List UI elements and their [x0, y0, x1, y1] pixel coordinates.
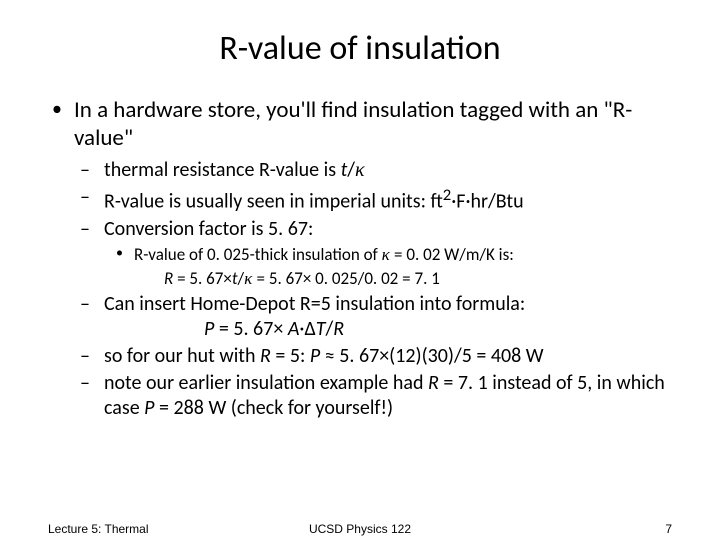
sub-4-equation: P = 5. 67× A·ΔT/R	[104, 317, 672, 342]
eq-b: ·Δ	[299, 317, 315, 341]
sub-1-pre: thermal resistance R-value is	[104, 158, 341, 182]
sub-5-mid2: ≈ 5. 67×(12)(30)/5 = 408 W	[320, 344, 543, 368]
bullet-1-text: In a hardware store, you'll find insulat…	[74, 96, 632, 152]
eq-P: P	[204, 317, 214, 341]
eq-R: R	[164, 268, 173, 289]
eq-A: A	[283, 317, 299, 341]
eq-a: = 5. 67×	[173, 268, 232, 289]
slide: R-value of insulation In a hardware stor…	[0, 0, 720, 540]
sub-2-post: ·F·hr/Btu	[451, 190, 523, 214]
sub-1-slash: /	[347, 158, 355, 182]
sub-5-mid1: = 5:	[271, 344, 310, 368]
sub-3-text: Conversion factor is 5. 67:	[104, 217, 313, 241]
kappa-symbol: κ	[244, 269, 256, 288]
sub-5-P: P	[310, 344, 320, 368]
sub-5-pre: so for our hut with	[104, 344, 260, 368]
kappa-symbol: κ	[355, 159, 365, 181]
sub-6-P: P	[144, 396, 154, 420]
eq-post: = 5. 67× 0. 025/0. 02 = 7. 1	[257, 268, 440, 289]
kappa-symbol: κ	[382, 245, 394, 264]
sub-6: note our earlier insulation example had …	[74, 371, 672, 421]
eq-a: = 5. 67×	[214, 317, 283, 341]
sub-3: Conversion factor is 5. 67: R-value of 0…	[74, 217, 672, 290]
sub-5: so for our hut with R = 5: P ≈ 5. 67×(12…	[74, 344, 672, 369]
bullet-list-level2: thermal resistance R-value is t/κ R-valu…	[74, 158, 672, 421]
sub-6-R: R	[428, 371, 439, 395]
slide-title: R-value of insulation	[48, 28, 672, 69]
sub-2-sup: 2	[443, 185, 451, 205]
bullet-list-level1: In a hardware store, you'll find insulat…	[48, 97, 672, 421]
eq-R: R	[333, 317, 344, 341]
bullet-1: In a hardware store, you'll find insulat…	[48, 97, 672, 421]
subsub-1: R-value of 0. 025-thick insulation of κ …	[104, 244, 672, 266]
sub-4-text: Can insert Home-Depot R=5 insulation int…	[104, 292, 525, 316]
subsub-equation: R = 5. 67×t/κ = 5. 67× 0. 025/0. 02 = 7.…	[104, 268, 672, 290]
sub-6-post: = 288 W (check for yourself!)	[155, 396, 394, 420]
bullet-list-level3: R-value of 0. 025-thick insulation of κ …	[104, 244, 672, 266]
sub-2: R-value is usually seen in imperial unit…	[74, 185, 672, 215]
sub-6-pre: note our earlier insulation example had	[104, 371, 428, 395]
sub-5-R: R	[260, 344, 271, 368]
footer-center: UCSD Physics 122	[0, 522, 720, 536]
sub-2-pre: R-value is usually seen in imperial unit…	[104, 190, 443, 214]
sub-1: thermal resistance R-value is t/κ	[74, 158, 672, 183]
subsub-1-post: = 0. 02 W/m/K is:	[394, 244, 514, 265]
sub-4: Can insert Home-Depot R=5 insulation int…	[74, 292, 672, 342]
footer-page-number: 7	[665, 522, 672, 536]
subsub-1-pre: R-value of 0. 025-thick insulation of	[134, 244, 382, 265]
